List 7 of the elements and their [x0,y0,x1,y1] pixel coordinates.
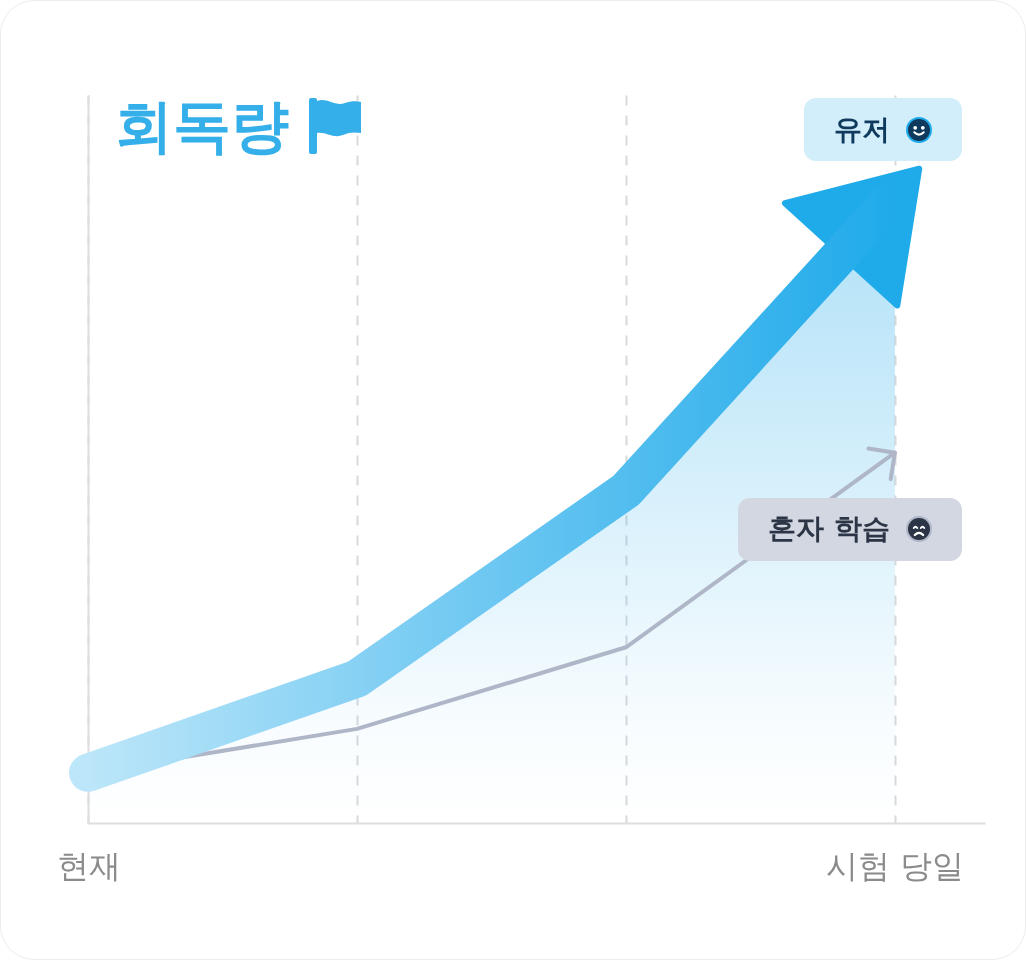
x-tick-label: 현재 [56,846,121,885]
x-tick-label: 시험 당일 [826,846,965,885]
label-badge: 혼자 학습 [738,497,962,561]
legend-label: 유저 [834,111,890,148]
label-badge: 유저 [804,98,962,162]
legend-label: 혼자 학습 [768,511,890,548]
chart-title: 회독량 [115,92,289,160]
